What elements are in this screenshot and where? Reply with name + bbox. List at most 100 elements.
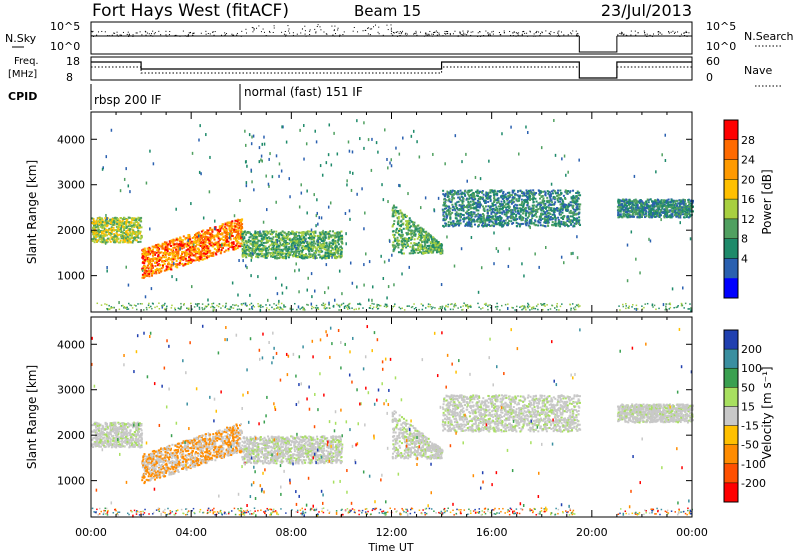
range-cell xyxy=(526,204,529,207)
range-cell xyxy=(479,221,482,224)
range-cell xyxy=(281,257,284,260)
range-cell xyxy=(206,229,209,232)
range-cell xyxy=(546,222,549,225)
range-cell xyxy=(106,240,109,243)
range-cell xyxy=(558,220,561,223)
range-cell xyxy=(544,212,547,215)
range-cell xyxy=(572,224,575,227)
range-cell xyxy=(427,232,430,235)
range-cell xyxy=(525,219,528,222)
range-cell xyxy=(217,230,220,233)
range-cell xyxy=(237,245,240,248)
range-cell xyxy=(233,230,236,233)
range-cell xyxy=(441,252,444,255)
range-cell xyxy=(286,252,289,255)
range-cell xyxy=(435,247,438,250)
range-cell xyxy=(148,275,151,278)
range-cell xyxy=(230,243,233,246)
range-cell xyxy=(543,200,546,203)
range-cell xyxy=(272,230,275,233)
range-cell xyxy=(241,247,244,250)
range-cell xyxy=(251,241,254,244)
range-cell xyxy=(478,206,481,209)
range-cell xyxy=(265,253,268,256)
range-cell xyxy=(448,205,451,208)
range-cell xyxy=(252,247,255,250)
range-cell xyxy=(290,241,293,244)
range-cell xyxy=(287,254,290,257)
nsky-point xyxy=(459,32,461,34)
range-cell xyxy=(189,238,192,241)
range-cell xyxy=(290,246,293,249)
nsky-point xyxy=(252,31,254,33)
range-cell xyxy=(236,226,239,229)
range-cell xyxy=(177,250,180,253)
nsky-point xyxy=(621,31,623,33)
cpid-mode-normal: normal (fast) 151 IF xyxy=(244,85,363,99)
range-cell xyxy=(308,253,311,256)
range-cell xyxy=(171,253,174,256)
range-cell xyxy=(479,220,482,223)
range-cell xyxy=(179,237,182,240)
range-cell xyxy=(208,231,211,234)
range-cell xyxy=(241,230,244,233)
range-cell xyxy=(524,208,527,211)
range-cell xyxy=(486,192,489,195)
range-cell xyxy=(296,234,299,237)
range-cell xyxy=(491,217,494,220)
range-cell xyxy=(488,205,491,208)
range-cell xyxy=(319,233,322,236)
range-cell xyxy=(400,231,403,234)
range-cell xyxy=(206,236,209,239)
nsky-point xyxy=(166,35,168,37)
nsky-point xyxy=(315,32,317,34)
range-cell xyxy=(321,246,324,249)
range-cell xyxy=(224,223,227,226)
range-cell xyxy=(207,229,210,232)
range-cell xyxy=(553,202,556,205)
range-cell xyxy=(217,240,220,243)
range-cell xyxy=(97,217,100,220)
range-cell xyxy=(122,227,125,230)
range-cell xyxy=(164,243,167,246)
range-cell xyxy=(528,222,531,225)
range-cell xyxy=(516,210,519,213)
range-cell xyxy=(281,253,284,256)
nsky-point xyxy=(146,32,148,34)
range-cell xyxy=(271,255,274,258)
range-cell xyxy=(542,190,545,193)
nsky-point xyxy=(405,32,407,34)
range-cell xyxy=(192,250,195,253)
range-cell xyxy=(247,248,250,251)
range-cell xyxy=(194,238,197,241)
range-cell xyxy=(100,232,103,235)
range-cell xyxy=(198,244,201,247)
range-cell xyxy=(555,222,558,225)
nsky-point xyxy=(334,35,336,37)
range-cell xyxy=(560,207,563,210)
range-cell xyxy=(147,260,150,263)
range-cell xyxy=(194,236,197,239)
nsky-point xyxy=(231,33,233,35)
range-cell xyxy=(228,221,231,224)
range-cell xyxy=(104,224,107,227)
range-cell xyxy=(227,249,230,252)
range-cell xyxy=(166,266,169,269)
range-cell xyxy=(166,246,169,249)
range-cell xyxy=(487,216,490,219)
range-cell xyxy=(433,247,436,250)
range-cell xyxy=(196,234,199,237)
range-cell xyxy=(429,246,432,249)
nsky-point xyxy=(130,35,132,37)
range-cell xyxy=(562,221,565,224)
range-cell xyxy=(492,207,495,210)
range-cell xyxy=(478,201,481,204)
range-cell xyxy=(222,242,225,245)
range-cell xyxy=(543,221,546,224)
range-cell xyxy=(337,235,340,238)
range-cell xyxy=(457,212,460,215)
nsky-point xyxy=(399,35,401,37)
range-cell xyxy=(103,228,106,231)
nsky-point xyxy=(392,31,394,33)
range-cell xyxy=(470,225,473,228)
